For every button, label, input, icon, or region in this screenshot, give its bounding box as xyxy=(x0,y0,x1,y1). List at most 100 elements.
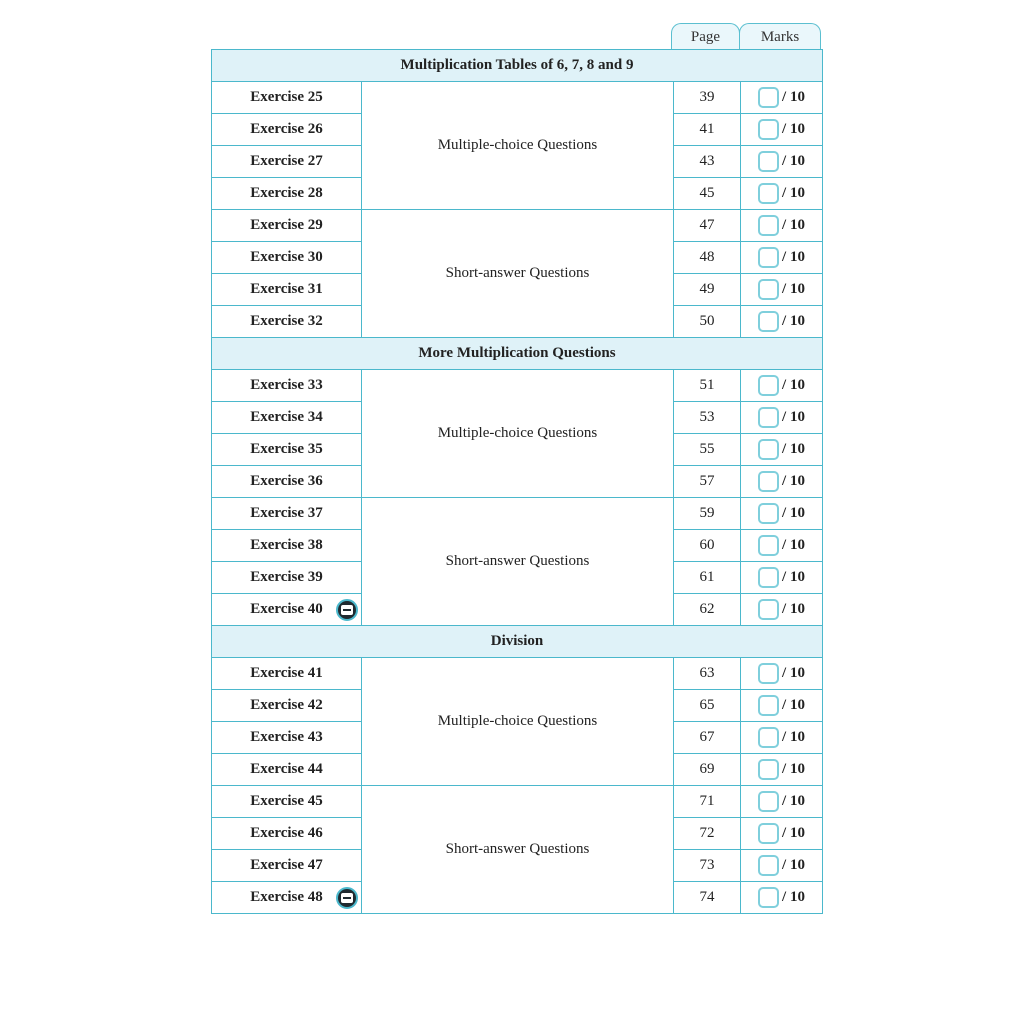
exercise-cell: Exercise 26 xyxy=(211,113,362,146)
exercise-cell: Exercise 31 xyxy=(211,273,362,306)
marks-input-box[interactable] xyxy=(758,663,780,684)
exercise-label: Exercise 48 xyxy=(250,889,323,905)
marks-input-box[interactable] xyxy=(758,567,780,588)
marks-total: / 10 xyxy=(782,601,805,617)
marks-input-box[interactable] xyxy=(758,439,780,460)
marks-cell: / 10 xyxy=(739,753,824,786)
exercise-row: Exercise 28 45 / 10 xyxy=(211,177,824,210)
marks-input-box[interactable] xyxy=(758,855,780,876)
exercise-cell: Exercise 28 xyxy=(211,177,362,210)
page-number: 72 xyxy=(673,817,741,850)
page-number: 63 xyxy=(673,657,741,690)
marks-total: / 10 xyxy=(782,697,805,713)
exercise-row: Exercise 41 Multiple-choice Questions 63 / … xyxy=(211,657,824,786)
marks-input-box[interactable] xyxy=(758,311,780,332)
exercise-cell: Exercise 33 xyxy=(211,369,362,402)
exercise-row: Exercise 37 Short-answer Questions 59 / 10 xyxy=(211,497,824,626)
marks-total: / 10 xyxy=(782,825,805,841)
marks-input-box[interactable] xyxy=(758,87,780,108)
marks-cell: / 10 xyxy=(739,209,824,242)
section-header-row: More Multiplication Questions xyxy=(210,337,824,370)
section-title: More Multiplication Questions xyxy=(210,337,824,370)
exercise-cell: Exercise 30 xyxy=(211,241,362,274)
contents-table: Multiplication Tables of 6, 7, 8 and 9 Ex… xyxy=(210,49,824,914)
marks-cell: / 10 xyxy=(739,529,824,562)
exercise-label: Exercise 28 xyxy=(250,185,323,201)
page-number: 47 xyxy=(673,209,741,242)
exercise-label: Exercise 37 xyxy=(250,505,323,521)
exercise-cell: Exercise 44 xyxy=(211,753,362,786)
marks-input-box[interactable] xyxy=(758,695,780,716)
column-header-tabs: Page Marks xyxy=(671,23,821,50)
marks-cell: / 10 xyxy=(739,241,824,274)
exercise-row: Exercise 32 50 / 10 xyxy=(211,305,824,338)
page-number: 45 xyxy=(673,177,741,210)
marks-cell: / 10 xyxy=(739,145,824,178)
exercise-cell: Exercise 38 xyxy=(211,529,362,562)
marks-total: / 10 xyxy=(782,313,805,329)
page-number: 73 xyxy=(673,849,741,882)
marks-input-box[interactable] xyxy=(758,407,780,428)
exercise-cell: Exercise 34 xyxy=(211,401,362,434)
page-number: 41 xyxy=(673,113,741,146)
marks-input-box[interactable] xyxy=(758,887,780,908)
exercise-cell: Exercise 47 xyxy=(211,849,362,882)
calculator-icon xyxy=(336,599,358,621)
exercise-cell: Exercise 37 xyxy=(211,497,362,530)
page-number: 62 xyxy=(673,593,741,626)
marks-total: / 10 xyxy=(782,153,805,169)
marks-input-box[interactable] xyxy=(758,215,780,236)
page-number: 65 xyxy=(673,689,741,722)
marks-input-box[interactable] xyxy=(758,279,780,300)
question-type: Multiple-choice Questions xyxy=(361,81,674,210)
marks-input-box[interactable] xyxy=(758,599,780,620)
marks-input-box[interactable] xyxy=(758,823,780,844)
exercise-row: Exercise 36 57 / 10 xyxy=(211,465,824,498)
exercise-row: Exercise 30 48 / 10 xyxy=(211,241,824,274)
marks-cell: / 10 xyxy=(739,881,824,914)
marks-cell: / 10 xyxy=(739,433,824,466)
marks-input-box[interactable] xyxy=(758,119,780,140)
exercise-label: Exercise 31 xyxy=(250,281,323,297)
exercise-cell: Exercise 36 xyxy=(211,465,362,498)
marks-input-box[interactable] xyxy=(758,471,780,492)
exercise-cell: Exercise 46 xyxy=(211,817,362,850)
marks-cell: / 10 xyxy=(739,785,824,818)
marks-total: / 10 xyxy=(782,569,805,585)
exercise-row: Exercise 45 Short-answer Questions 71 / 10 xyxy=(211,785,824,914)
marks-cell: / 10 xyxy=(739,721,824,754)
marks-input-box[interactable] xyxy=(758,183,780,204)
page-number: 67 xyxy=(673,721,741,754)
exercise-label: Exercise 34 xyxy=(250,409,323,425)
marks-input-box[interactable] xyxy=(758,759,780,780)
marks-cell: / 10 xyxy=(739,177,824,210)
marks-total: / 10 xyxy=(782,889,805,905)
exercise-label: Exercise 44 xyxy=(250,761,323,777)
marks-input-box[interactable] xyxy=(758,791,780,812)
page-number: 43 xyxy=(673,145,741,178)
exercise-label: Exercise 47 xyxy=(250,857,323,873)
page-number: 74 xyxy=(673,881,741,914)
exercise-row: Exercise 42 65 / 10 xyxy=(211,689,824,722)
marks-cell: / 10 xyxy=(739,465,824,498)
exercise-cell: Exercise 43 xyxy=(211,721,362,754)
marks-input-box[interactable] xyxy=(758,247,780,268)
marks-input-box[interactable] xyxy=(758,503,780,524)
section-title: Multiplication Tables of 6, 7, 8 and 9 xyxy=(210,49,824,82)
marks-cell: / 10 xyxy=(739,401,824,434)
marks-input-box[interactable] xyxy=(758,151,780,172)
marks-cell: / 10 xyxy=(739,369,824,402)
exercise-row: Exercise 33 Multiple-choice Questions 51 / … xyxy=(211,369,824,498)
exercise-cell: Exercise 35 xyxy=(211,433,362,466)
marks-cell: / 10 xyxy=(739,273,824,306)
marks-input-box[interactable] xyxy=(758,535,780,556)
marks-total: / 10 xyxy=(782,281,805,297)
exercise-cell: Exercise 48 xyxy=(211,881,362,914)
marks-total: / 10 xyxy=(782,249,805,265)
marks-cell: / 10 xyxy=(739,849,824,882)
marks-input-box[interactable] xyxy=(758,727,780,748)
marks-cell: / 10 xyxy=(739,593,824,626)
exercise-row: Exercise 46 72 / 10 xyxy=(211,817,824,850)
exercise-cell: Exercise 32 xyxy=(211,305,362,338)
marks-input-box[interactable] xyxy=(758,375,780,396)
